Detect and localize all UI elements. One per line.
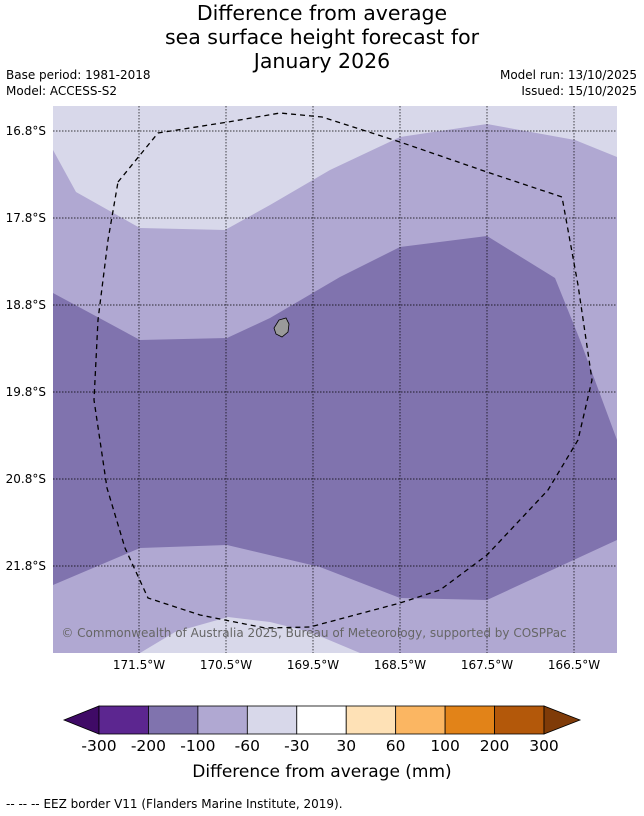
lon-label: 168.5°W <box>374 658 426 672</box>
colorbar-tick-label: -100 <box>180 737 215 755</box>
colorbar-swatch <box>345 705 397 735</box>
colorbar-tick-label: -300 <box>81 737 116 755</box>
eez-legend-symbol: -- -- -- <box>6 797 40 811</box>
lat-label: 18.8°S <box>6 298 46 312</box>
colorbar-tick-label: 30 <box>336 737 356 755</box>
lat-label: 16.8°S <box>6 124 46 138</box>
colorbar-high-extend <box>543 705 582 735</box>
latitude-labels: 16.8°S 17.8°S 18.8°S 19.8°S 20.8°S 21.8°S <box>6 124 46 573</box>
colorbar-tick-label: -60 <box>235 737 260 755</box>
chart-title: Difference from average sea surface heig… <box>0 1 644 73</box>
graticule <box>53 106 617 653</box>
lat-label: 19.8°S <box>6 385 46 399</box>
lon-label: 166.5°W <box>548 658 600 672</box>
colorbar-swatch <box>444 705 495 735</box>
eez-legend-text: EEZ border V11 (Flanders Marine Institut… <box>43 797 343 811</box>
lon-label: 167.5°W <box>461 658 513 672</box>
meta-right: Model run: 13/10/2025 Issued: 15/10/2025 <box>500 67 637 99</box>
contour-band-light-bottom <box>140 617 360 653</box>
colorbar-swatch <box>494 705 545 735</box>
copyright-text: © Commonwealth of Australia 2025, Bureau… <box>61 626 566 640</box>
colorbar-tick-label: -30 <box>284 737 309 755</box>
lon-label: 171.5°W <box>113 658 165 672</box>
lat-label: 21.8°S <box>6 559 46 573</box>
lon-label: 170.5°W <box>200 658 252 672</box>
island-shape <box>273 317 290 338</box>
lat-label: 20.8°S <box>6 472 46 486</box>
colorbar-label: Difference from average (mm) <box>192 762 452 782</box>
eez-border <box>93 112 593 629</box>
meta-left: Base period: 1981-2018 Model: ACCESS-S2 <box>6 67 151 99</box>
model-text: Model: ACCESS-S2 <box>6 84 118 98</box>
longitude-labels: 171.5°W 170.5°W 169.5°W 168.5°W 167.5°W 166.5… <box>113 658 600 672</box>
colorbar-tick-label: -200 <box>131 737 166 755</box>
colorbar-swatch <box>395 705 446 735</box>
colorbar-swatch <box>246 705 298 735</box>
base-period-text: Base period: 1981-2018 <box>6 68 151 82</box>
colorbar-swatches <box>62 705 582 735</box>
title-line-1: Difference from average <box>196 1 448 25</box>
footer-legend: -- -- -- EEZ border V11 (Flanders Marine… <box>6 796 343 812</box>
colorbar-swatch <box>197 705 248 735</box>
colorbar-tick-labels: -300 -200 -100 -60 -30 30 60 100 200 300 <box>81 737 558 755</box>
colorbar-swatch <box>296 705 347 735</box>
contour-band-dark <box>53 236 617 600</box>
model-run-text: Model run: 13/10/2025 <box>499 68 637 82</box>
map-figure: © Commonwealth of Australia 2025, Bureau… <box>6 106 617 672</box>
colorbar-tick-label: 300 <box>529 737 559 755</box>
colorbar-tick-label: 60 <box>386 737 406 755</box>
title-line-3: January 2026 <box>253 49 391 73</box>
map-panel: © Commonwealth of Australia 2025, Bureau… <box>53 106 617 653</box>
colorbar-swatch <box>98 705 149 735</box>
colorbar-swatch <box>148 705 199 735</box>
colorbar-tick-label: 100 <box>430 737 460 755</box>
colorbar-tick-label: 200 <box>480 737 510 755</box>
lat-label: 17.8°S <box>6 211 46 225</box>
title-line-2: sea surface height forecast for <box>164 25 480 49</box>
colorbar-low-extend <box>62 705 100 735</box>
colorbar: -300 -200 -100 -60 -30 30 60 100 200 300 <box>62 705 582 755</box>
lon-label: 169.5°W <box>287 658 339 672</box>
issued-text: Issued: 15/10/2025 <box>521 84 637 98</box>
